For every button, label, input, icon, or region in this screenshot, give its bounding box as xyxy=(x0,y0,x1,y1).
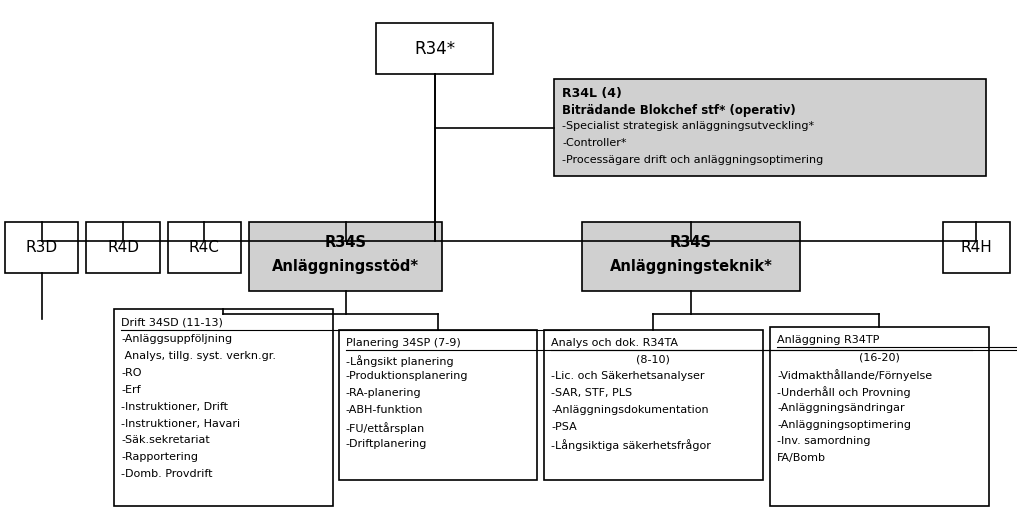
Text: R4H: R4H xyxy=(960,240,993,256)
Text: -Erf: -Erf xyxy=(121,385,140,395)
Text: -Anläggningsdokumentation: -Anläggningsdokumentation xyxy=(551,405,709,415)
Text: -Långsiktiga säkerhetsfrågor: -Långsiktiga säkerhetsfrågor xyxy=(551,439,711,451)
Text: Drift 34SD (11-13): Drift 34SD (11-13) xyxy=(121,317,223,328)
Text: -Anläggningsändringar: -Anläggningsändringar xyxy=(777,403,904,413)
Text: -Säk.sekretariat: -Säk.sekretariat xyxy=(121,435,210,446)
Text: R34L (4): R34L (4) xyxy=(562,87,622,100)
Text: -Instruktioner, Havari: -Instruktioner, Havari xyxy=(121,419,240,429)
Text: (16-20): (16-20) xyxy=(858,352,900,362)
Text: -PSA: -PSA xyxy=(551,422,577,432)
Text: -RO: -RO xyxy=(121,368,141,378)
Bar xyxy=(339,330,537,480)
Text: Anläggning R34TP: Anläggning R34TP xyxy=(777,335,880,345)
Text: Biträdande Blokchef stf* (operativ): Biträdande Blokchef stf* (operativ) xyxy=(562,104,796,117)
Bar xyxy=(249,222,442,291)
Text: R34*: R34* xyxy=(414,39,456,58)
Text: -Controller*: -Controller* xyxy=(562,138,626,148)
Text: -Driftplanering: -Driftplanering xyxy=(346,439,427,449)
Text: R3D: R3D xyxy=(25,240,58,256)
Bar xyxy=(5,222,78,273)
Text: -RA-planering: -RA-planering xyxy=(346,388,421,399)
Bar xyxy=(943,222,1010,273)
Text: Anläggningsteknik*: Anläggningsteknik* xyxy=(609,260,773,274)
Bar xyxy=(86,222,160,273)
Bar xyxy=(168,222,241,273)
Text: (8-10): (8-10) xyxy=(637,355,670,365)
Text: R4D: R4D xyxy=(107,240,139,256)
Text: R34S: R34S xyxy=(324,236,367,250)
Text: -SAR, STF, PLS: -SAR, STF, PLS xyxy=(551,388,633,399)
Text: -Produktionsplanering: -Produktionsplanering xyxy=(346,371,468,382)
Text: -FU/ettårsplan: -FU/ettårsplan xyxy=(346,422,425,434)
Text: -Inv. samordning: -Inv. samordning xyxy=(777,436,871,447)
Bar xyxy=(544,330,763,480)
Text: -Rapportering: -Rapportering xyxy=(121,452,198,462)
Text: -Instruktioner, Drift: -Instruktioner, Drift xyxy=(121,402,228,412)
Bar xyxy=(582,222,800,291)
Text: -Domb. Provdrift: -Domb. Provdrift xyxy=(121,469,213,479)
Text: FA/Bomb: FA/Bomb xyxy=(777,453,826,463)
Bar xyxy=(376,23,493,74)
Bar xyxy=(114,309,333,506)
Text: R4C: R4C xyxy=(189,240,220,256)
Text: -Vidmakthållande/Förnyelse: -Vidmakthållande/Förnyelse xyxy=(777,369,933,381)
Text: Planering 34SP (7-9): Planering 34SP (7-9) xyxy=(346,338,461,348)
Bar xyxy=(770,327,989,506)
Text: Analys och dok. R34TA: Analys och dok. R34TA xyxy=(551,338,678,348)
Text: -Lic. och Säkerhetsanalyser: -Lic. och Säkerhetsanalyser xyxy=(551,371,705,382)
Text: -Processägare drift och anläggningsoptimering: -Processägare drift och anläggningsoptim… xyxy=(562,155,824,165)
Text: -ABH-funktion: -ABH-funktion xyxy=(346,405,423,415)
Text: -Underhåll och Provning: -Underhåll och Provning xyxy=(777,386,910,398)
Text: -Specialist strategisk anläggningsutveckling*: -Specialist strategisk anläggningsutveck… xyxy=(562,121,815,131)
Text: R34S: R34S xyxy=(670,236,712,250)
Text: -Långsikt planering: -Långsikt planering xyxy=(346,355,454,366)
Text: Anläggningsstöd*: Anläggningsstöd* xyxy=(273,260,419,274)
Text: Analys, tillg. syst. verkn.gr.: Analys, tillg. syst. verkn.gr. xyxy=(121,351,276,361)
Bar xyxy=(554,79,986,176)
Text: -Anläggningsoptimering: -Anläggningsoptimering xyxy=(777,420,911,430)
Text: -Anläggsuppföljning: -Anläggsuppföljning xyxy=(121,334,232,344)
